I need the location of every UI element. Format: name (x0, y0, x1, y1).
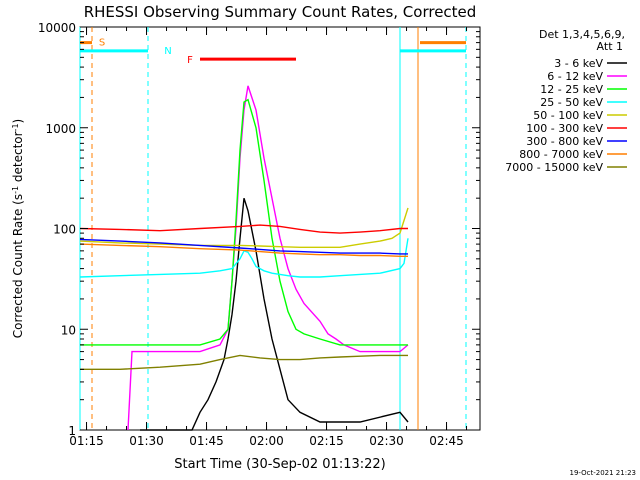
plot-area: S N F 01:15 01:30 01:45 02:00 02:15 02:30 02:45 1 1… (38, 21, 481, 448)
legend-header: Det 1,3,4,5,6,9, (539, 28, 625, 41)
series-line-5 (79, 224, 408, 234)
series-line-0 (140, 197, 409, 431)
series-line-7 (79, 243, 408, 257)
legend-label: 7000 - 15000 keV (505, 161, 603, 174)
y-axis-label-part: -1 (11, 186, 20, 194)
series-line-2 (80, 98, 408, 346)
x-tick-label: 01:45 (189, 434, 224, 448)
y-axis-label-part: detector (11, 131, 25, 186)
series-line-3 (79, 238, 409, 278)
series-line-6 (79, 238, 408, 255)
annotation-f: F (187, 55, 193, 66)
y-tick-label: 10000 (38, 21, 76, 35)
legend-label: 800 - 7000 keV (519, 148, 603, 161)
x-tick-label: 02:00 (249, 434, 284, 448)
legend-label: 25 - 50 keV (540, 96, 603, 109)
legend-label: 3 - 6 keV (554, 57, 603, 70)
y-axis-label-part: ) (11, 119, 25, 124)
x-axis-label: Start Time (30-Sep-02 01:13:22) (174, 457, 385, 472)
x-tick-label: 02:45 (429, 434, 464, 448)
legend-header: Att 1 (597, 40, 623, 53)
footer-timestamp: 19-Oct-2021 21:23 (570, 469, 636, 477)
legend-label: 300 - 800 keV (526, 135, 603, 148)
x-tick-label: 01:30 (129, 434, 164, 448)
annotation-s: S (99, 37, 105, 48)
x-tick-label: 02:30 (369, 434, 404, 448)
annotation-n: N (164, 46, 171, 57)
y-tick-label: 1000 (45, 122, 76, 136)
legend-label: 100 - 300 keV (526, 122, 603, 135)
legend-label: 6 - 12 keV (547, 70, 603, 83)
y-axis-label-part: Corrected Count Rate (s (11, 194, 25, 338)
y-tick-label: 10 (61, 323, 76, 337)
y-tick-label: 100 (53, 223, 76, 237)
y-axis-label-part: -1 (11, 123, 20, 131)
y-tick-label: 1 (68, 424, 76, 438)
x-tick-label: 01:15 (69, 434, 104, 448)
legend-label: 50 - 100 keV (533, 109, 603, 122)
y-axis-label: Corrected Count Rate (s-1 detector-1) (11, 119, 26, 338)
series-line-8 (80, 354, 408, 370)
x-tick-label: 02:15 (309, 434, 344, 448)
legend-label: 12 - 25 keV (540, 83, 603, 96)
chart-title: RHESSI Observing Summary Count Rates, Co… (84, 3, 477, 21)
series-line-1 (127, 85, 409, 431)
